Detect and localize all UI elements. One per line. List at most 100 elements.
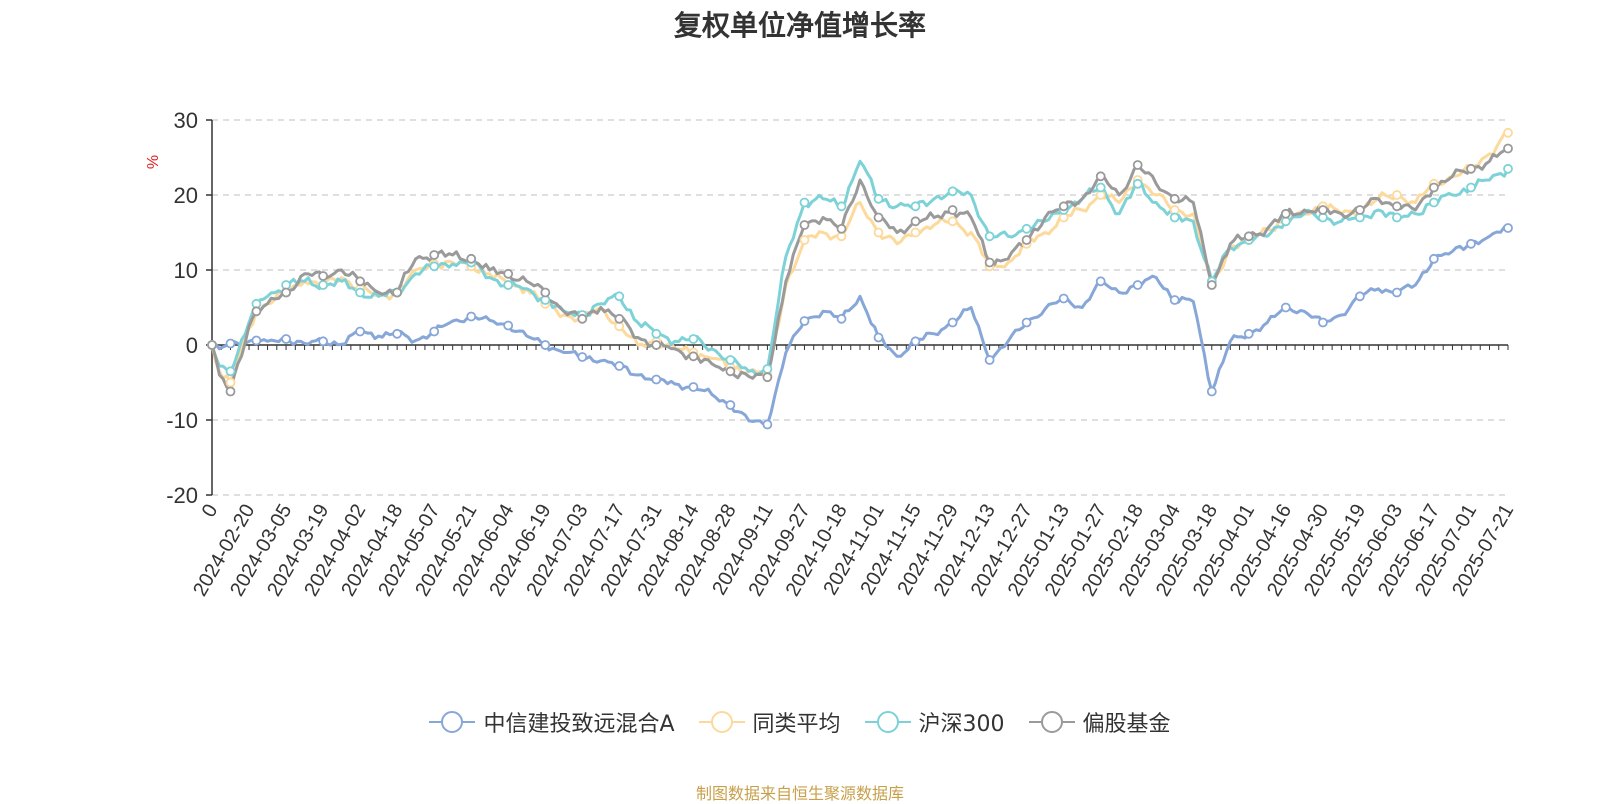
series-marker-0 <box>1355 291 1365 302</box>
series-marker-2 <box>614 291 625 302</box>
series-marker-0 <box>577 352 588 362</box>
series-marker-3 <box>873 212 884 223</box>
series-marker-3 <box>1021 235 1032 245</box>
x-tick-label: 0 <box>198 501 223 522</box>
series-marker-3 <box>577 313 588 324</box>
series-marker-3 <box>392 287 403 298</box>
series-marker-3 <box>688 351 699 362</box>
series-marker-0 <box>1318 317 1328 328</box>
series-marker-2 <box>947 186 958 197</box>
series-marker-2 <box>910 201 921 212</box>
series-marker-3 <box>614 313 625 324</box>
legend-marker-csi300 <box>864 711 911 733</box>
series-marker-2 <box>688 334 699 344</box>
series-marker-2 <box>762 364 773 374</box>
series-marker-0 <box>355 326 366 337</box>
series-marker-2 <box>1429 197 1439 208</box>
series-marker-3 <box>1206 280 1217 290</box>
legend-label-csi300: 沪深300 <box>918 712 1005 737</box>
series-marker-2 <box>1169 212 1180 223</box>
data-source-note: 制图数据来自恒生聚源数据库 <box>695 784 904 803</box>
series-marker-0 <box>503 320 514 331</box>
series-marker-0 <box>540 340 551 350</box>
series-marker-2 <box>1021 223 1032 234</box>
series-marker-3 <box>836 223 847 234</box>
series-marker-2 <box>503 280 514 290</box>
series-marker-1 <box>1392 190 1402 200</box>
y-tick-label: 20 <box>174 183 198 208</box>
series-marker-1 <box>1503 127 1513 138</box>
series-line-3 <box>210 147 1509 393</box>
series-marker-0 <box>799 316 810 326</box>
series-marker-1 <box>947 216 958 227</box>
series-marker-1 <box>799 235 810 245</box>
y-axis-label: % <box>145 155 162 169</box>
series-marker-3 <box>1318 205 1328 215</box>
series-marker-0 <box>873 332 884 343</box>
legend-item-csi300[interactable]: 沪深300 <box>864 706 1005 738</box>
series-marker-0 <box>1058 293 1069 304</box>
series-marker-3 <box>1355 205 1365 215</box>
series-marker-3 <box>910 216 921 227</box>
series-marker-2 <box>355 287 366 298</box>
series-marker-0 <box>225 338 236 349</box>
grid-lines <box>212 119 1508 496</box>
series-marker-3 <box>1169 193 1180 204</box>
legend-item-equity-funds[interactable]: 偏股基金 <box>1028 706 1171 738</box>
series-marker-0 <box>1021 317 1032 328</box>
series-marker-0 <box>1429 253 1439 264</box>
series-marker-0 <box>614 361 625 371</box>
series-marker-3 <box>281 287 292 298</box>
series-marker-0 <box>1280 302 1291 313</box>
series-marker-0 <box>429 326 440 337</box>
series-marker-3 <box>762 372 773 383</box>
series-marker-0 <box>318 336 329 347</box>
legend-label-peer-average: 同类平均 <box>752 712 841 737</box>
series-marker-3 <box>651 340 662 350</box>
series-marker-2 <box>429 261 440 272</box>
series-marker-3 <box>251 306 262 317</box>
series-marker-0 <box>836 313 847 324</box>
series-marker-0 <box>281 334 292 344</box>
series-marker-3 <box>1058 201 1069 212</box>
series-marker-3 <box>1466 163 1476 174</box>
series-line-0 <box>211 225 1509 426</box>
legend-item-fund[interactable]: 中信建投致远混合A <box>429 706 675 738</box>
legend-label-equity-funds: 偏股基金 <box>1082 712 1171 737</box>
series-marker-1 <box>873 227 884 238</box>
series-markers <box>207 127 1513 430</box>
series-marker-2 <box>1095 182 1106 193</box>
legend-item-peer-average[interactable]: 同类平均 <box>698 706 841 738</box>
y-tick-label: 0 <box>186 333 198 358</box>
series-marker-3 <box>725 366 736 377</box>
legend: 中信建投致远混合A 同类平均 沪深300 偏股基金 <box>0 706 1600 738</box>
series-marker-0 <box>1132 280 1143 290</box>
legend-marker-equity-funds <box>1028 711 1075 733</box>
series-marker-0 <box>1392 287 1402 298</box>
series-marker-2 <box>873 193 884 204</box>
axes: 3020100-10-2002024-02-202024-03-052024-0… <box>166 108 1518 600</box>
series-marker-0 <box>1243 328 1254 339</box>
series-marker-3 <box>318 271 329 281</box>
series-marker-3 <box>1095 171 1106 182</box>
series-marker-3 <box>1392 201 1402 212</box>
series-marker-0 <box>251 335 262 346</box>
series-marker-1 <box>910 227 921 238</box>
legend-label-fund: 中信建投致远混合A <box>483 712 675 737</box>
series-marker-3 <box>1132 160 1143 170</box>
series-marker-2 <box>1392 212 1402 223</box>
series-marker-3 <box>466 253 477 264</box>
series-marker-3 <box>1280 208 1291 219</box>
series-marker-3 <box>947 205 958 215</box>
series-marker-2 <box>651 328 662 339</box>
series-marker-3 <box>503 268 514 279</box>
series-marker-2 <box>799 197 810 208</box>
y-tick-label: 10 <box>174 258 198 283</box>
chart-title: 复权单位净值增长率 <box>673 9 926 42</box>
series-marker-0 <box>725 400 736 410</box>
y-tick-label: -20 <box>166 483 198 508</box>
series-marker-3 <box>1429 182 1439 193</box>
series-marker-0 <box>1169 295 1180 305</box>
series-marker-0 <box>947 317 958 328</box>
